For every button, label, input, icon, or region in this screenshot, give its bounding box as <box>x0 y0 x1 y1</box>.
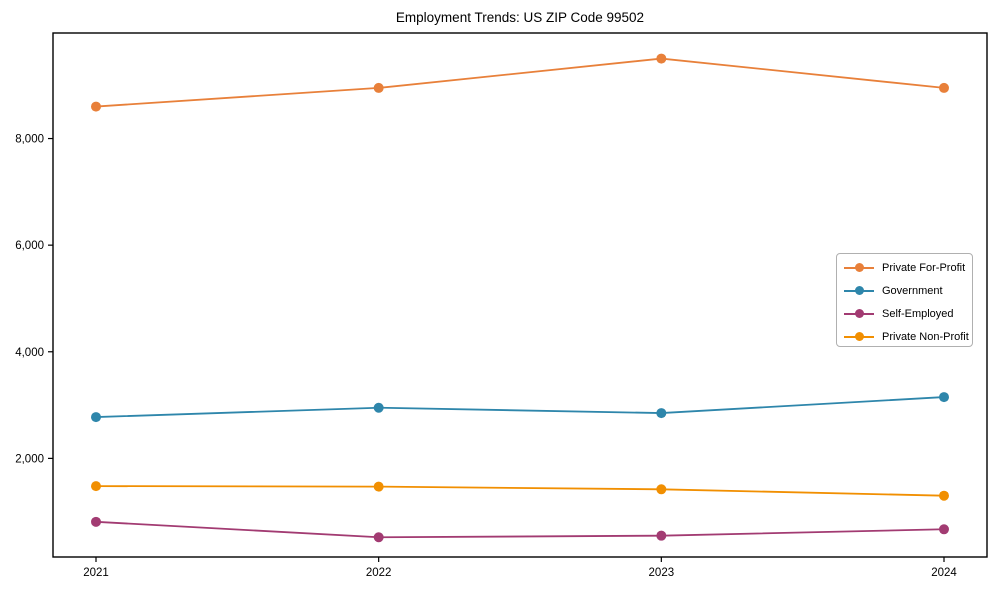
chart-title: Employment Trends: US ZIP Code 99502 <box>395 10 645 25</box>
series-point-private-for-profit <box>656 53 667 64</box>
x-tick-label: 2022 <box>366 567 392 579</box>
legend-marker-icon <box>844 332 874 342</box>
series-point-government <box>91 412 101 423</box>
series-line-private-non-profit <box>95 485 945 497</box>
series-line-self-employed <box>95 520 945 539</box>
series-point-government <box>939 392 949 403</box>
legend-label: Private Non-Profit <box>882 330 969 343</box>
series-point-private-for-profit <box>939 82 949 93</box>
x-tick-label: 2023 <box>649 567 675 579</box>
y-tick-label: 6,000 <box>15 240 44 252</box>
y-tick-label: 8,000 <box>15 134 44 146</box>
legend: Private For-Profit Government Self-Employe… <box>836 253 973 347</box>
x-tick-label: 2024 <box>931 567 957 579</box>
series-line-government <box>95 396 945 418</box>
series-point-private-for-profit <box>91 101 101 112</box>
legend-marker-icon <box>844 263 874 273</box>
series-point-private-non-profit <box>939 490 949 501</box>
legend-item-self-employed: Self-Employed <box>844 302 972 325</box>
y-tick-label: 2,000 <box>15 453 44 465</box>
series-point-self-employed <box>656 530 667 541</box>
series-point-private-for-profit <box>373 82 384 93</box>
series-line-private-for-profit <box>95 57 945 108</box>
y-tick-label: 4,000 <box>15 347 44 359</box>
series-point-self-employed <box>939 524 949 535</box>
series-point-government <box>373 402 384 413</box>
axes-border <box>52 32 988 558</box>
series-point-self-employed <box>91 516 101 527</box>
x-tick-label: 2021 <box>83 567 109 579</box>
legend-marker-icon <box>844 286 874 296</box>
series-point-private-non-profit <box>656 484 667 495</box>
series-point-private-non-profit <box>373 481 384 492</box>
legend-item-government: Government <box>844 279 972 302</box>
legend-label: Self-Employed <box>882 307 954 320</box>
legend-label: Private For-Profit <box>882 261 966 274</box>
legend-item-private-non-profit: Private Non-Profit <box>844 325 972 348</box>
series-point-government <box>656 408 667 419</box>
series-point-private-non-profit <box>91 481 101 492</box>
legend-label: Government <box>882 284 943 297</box>
series-point-self-employed <box>373 532 384 543</box>
legend-marker-icon <box>844 309 874 319</box>
legend-item-private-for-profit: Private For-Profit <box>844 256 972 279</box>
